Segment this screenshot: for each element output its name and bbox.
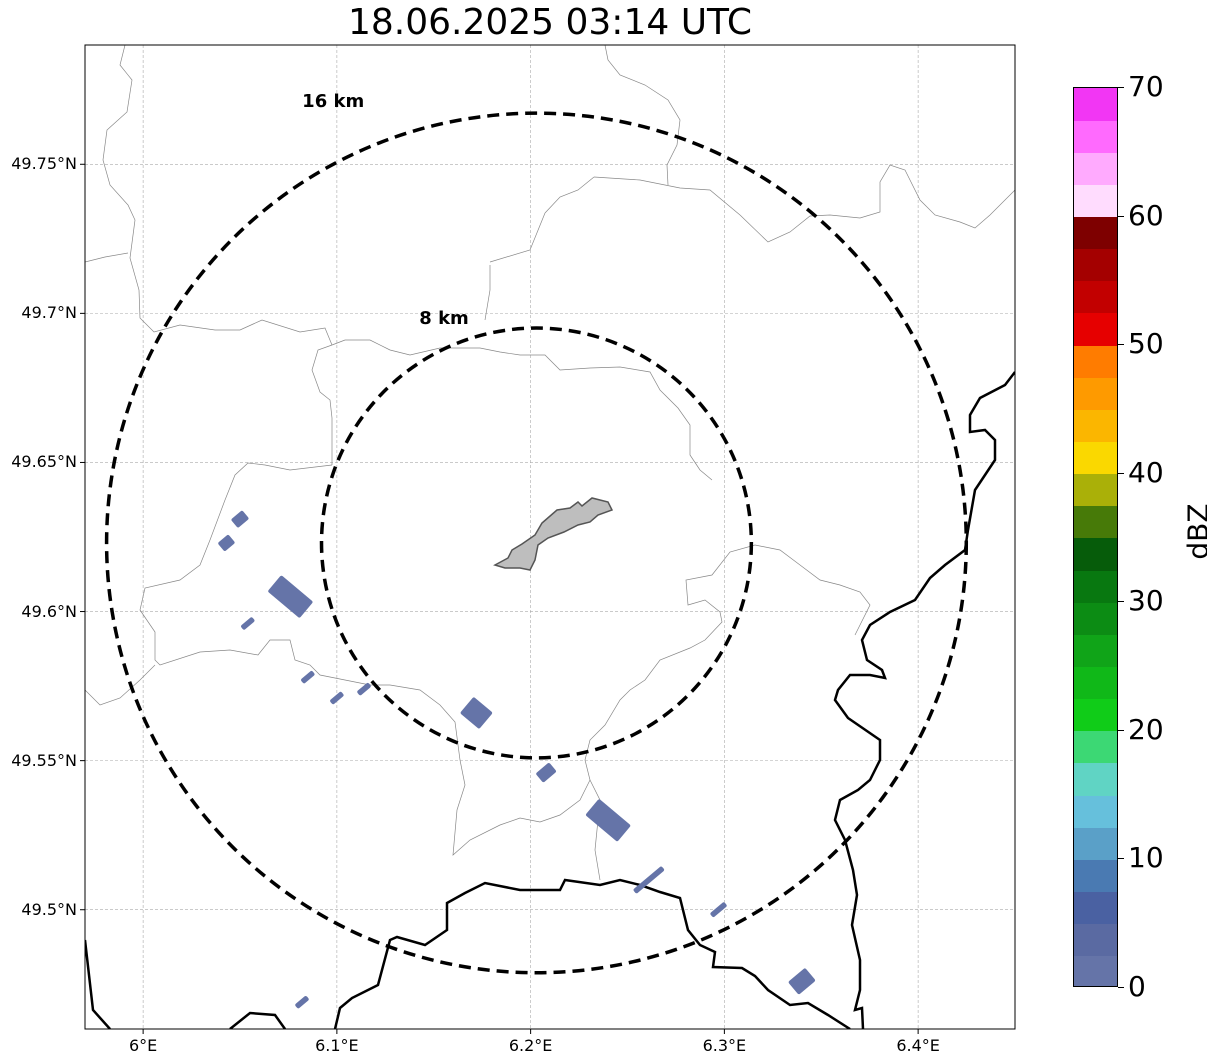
colorbar-segment	[1074, 634, 1117, 668]
radar-echo	[788, 968, 815, 995]
colorbar-segment	[1074, 248, 1117, 282]
colorbar-segment	[1074, 184, 1117, 218]
colorbar-segment	[1074, 377, 1117, 410]
colorbar-segment	[1074, 280, 1117, 314]
country-borders	[85, 371, 1015, 1029]
colorbar-tick	[1118, 858, 1124, 860]
lat-tick-label: 49.5°N	[21, 899, 77, 919]
colorbar-segment	[1074, 666, 1117, 700]
ring-label: 16 km	[302, 90, 365, 112]
radar-echo	[536, 763, 556, 783]
colorbar-segment	[1074, 730, 1117, 764]
colorbar-segment	[1074, 120, 1117, 153]
lon-tick-label: 6°E	[128, 1036, 158, 1055]
radar-echo	[301, 671, 315, 684]
colorbar	[1073, 87, 1118, 987]
plot-frame	[84, 44, 1016, 1030]
colorbar-segment	[1074, 505, 1117, 539]
colorbar-tick	[1118, 472, 1124, 474]
axis-ticks	[80, 163, 919, 1034]
colorbar-tick	[1118, 729, 1124, 731]
lon-tick-label: 6.1°E	[315, 1036, 359, 1055]
colorbar-segment	[1074, 88, 1117, 121]
colorbar-tick	[1118, 215, 1124, 217]
lon-tick-label: 6.4°E	[896, 1036, 940, 1055]
colorbar-tick-label: 60	[1128, 198, 1164, 232]
colorbar-tick-label: 70	[1128, 70, 1164, 103]
colorbar-tick	[1118, 601, 1124, 603]
admin-boundaries	[85, 45, 1015, 881]
colorbar-tick	[1118, 344, 1124, 346]
range-ring	[319, 326, 754, 760]
radar-echo	[295, 996, 309, 1009]
colorbar-segment	[1074, 698, 1117, 732]
radar-echo	[586, 799, 631, 842]
colorbar-segment	[1074, 345, 1117, 378]
radar-echo	[330, 691, 344, 705]
colorbar-segment	[1074, 763, 1117, 796]
radar-echo	[268, 575, 313, 618]
range-rings	[104, 111, 969, 975]
lon-tick-label: 6.3°E	[702, 1036, 747, 1055]
radar-echo	[460, 697, 493, 729]
colorbar-tick-label: 50	[1128, 327, 1164, 361]
colorbar-tick-label: 40	[1128, 455, 1164, 489]
colorbar-segment	[1074, 891, 1117, 925]
colorbar-segment	[1074, 441, 1117, 475]
lat-tick-label: 49.55°N	[11, 750, 77, 770]
radar-echo	[710, 902, 727, 918]
lat-tick-label: 49.75°N	[11, 154, 77, 174]
colorbar-segment	[1074, 795, 1117, 828]
radar-echo	[231, 510, 249, 528]
colorbar-segment	[1074, 827, 1117, 860]
radar-echo	[241, 617, 255, 630]
colorbar-tick-label: 30	[1128, 584, 1164, 618]
colorbar-segment	[1074, 570, 1117, 603]
colorbar-segment	[1074, 216, 1117, 250]
lat-tick-label: 49.65°N	[11, 452, 77, 472]
colorbar-tick-label: 0	[1128, 970, 1146, 1003]
colorbar-segment	[1074, 955, 1117, 986]
colorbar-segment	[1074, 313, 1117, 346]
lat-tick-label: 49.6°N	[21, 601, 77, 621]
radar-echo	[633, 866, 665, 894]
range-ring	[104, 111, 969, 975]
radar-echo	[218, 535, 235, 551]
colorbar-tick-label: 10	[1128, 841, 1164, 875]
colorbar-segment	[1074, 538, 1117, 571]
lat-tick-label: 49.7°N	[21, 303, 77, 323]
colorbar-segment	[1074, 602, 1117, 635]
colorbar-segment	[1074, 923, 1117, 957]
lon-tick-label: 6.2°E	[508, 1036, 553, 1055]
gridlines	[85, 45, 1015, 1029]
city-area	[493, 497, 614, 571]
colorbar-segment	[1074, 859, 1117, 893]
radar-echoes	[218, 510, 815, 1009]
colorbar-segment	[1074, 409, 1117, 443]
colorbar-tick	[1118, 87, 1124, 88]
ring-label: 8 km	[419, 307, 469, 329]
colorbar-unit: dBZ	[1181, 503, 1207, 560]
radar-echo	[357, 682, 371, 696]
colorbar-tick-label: 20	[1128, 712, 1164, 746]
map-title: 18.06.2025 03:14 UTC	[347, 2, 753, 43]
colorbar-segment	[1074, 473, 1117, 507]
colorbar-segment	[1074, 152, 1117, 185]
colorbar-tick	[1118, 987, 1124, 988]
